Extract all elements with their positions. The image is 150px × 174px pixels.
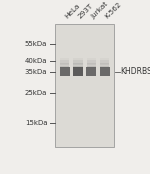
- FancyBboxPatch shape: [60, 68, 70, 76]
- FancyBboxPatch shape: [60, 60, 69, 65]
- FancyBboxPatch shape: [73, 58, 83, 64]
- FancyBboxPatch shape: [87, 63, 96, 67]
- FancyBboxPatch shape: [100, 68, 110, 76]
- Text: 35kDa: 35kDa: [25, 69, 47, 75]
- FancyBboxPatch shape: [100, 63, 110, 67]
- FancyBboxPatch shape: [73, 66, 83, 68]
- FancyBboxPatch shape: [100, 66, 110, 68]
- FancyBboxPatch shape: [73, 60, 83, 65]
- FancyBboxPatch shape: [60, 66, 69, 68]
- FancyBboxPatch shape: [100, 58, 110, 64]
- FancyBboxPatch shape: [60, 63, 69, 67]
- FancyBboxPatch shape: [87, 66, 96, 68]
- Text: HeLa: HeLa: [63, 2, 81, 19]
- FancyBboxPatch shape: [73, 63, 83, 67]
- Text: 15kDa: 15kDa: [25, 120, 47, 126]
- FancyBboxPatch shape: [100, 60, 110, 65]
- Text: 55kDa: 55kDa: [25, 41, 47, 47]
- FancyBboxPatch shape: [73, 68, 83, 76]
- Text: KHDRBS2: KHDRBS2: [120, 67, 150, 76]
- Text: Jurkat: Jurkat: [90, 0, 109, 19]
- Text: 25kDa: 25kDa: [25, 90, 47, 96]
- FancyBboxPatch shape: [86, 68, 96, 76]
- Text: K-562: K-562: [104, 1, 122, 19]
- FancyBboxPatch shape: [87, 58, 96, 64]
- FancyBboxPatch shape: [60, 58, 69, 64]
- FancyBboxPatch shape: [87, 60, 96, 65]
- Text: 40kDa: 40kDa: [25, 58, 47, 64]
- FancyBboxPatch shape: [55, 23, 114, 147]
- Text: 293T: 293T: [77, 2, 94, 19]
